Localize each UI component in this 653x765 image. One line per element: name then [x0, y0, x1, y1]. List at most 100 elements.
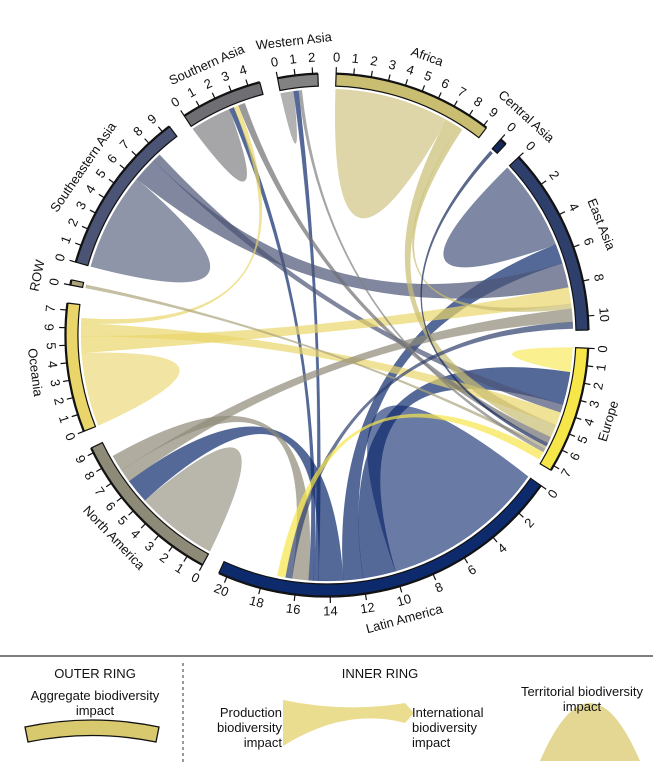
tick-label: 0 [62, 430, 79, 442]
region-arc [539, 346, 589, 471]
legend-shapes [0, 655, 653, 765]
tick-mark [105, 482, 113, 488]
tick-label: 0 [52, 252, 68, 263]
tick-mark [572, 244, 580, 248]
region-arc [276, 73, 319, 92]
tick-mark [364, 593, 367, 601]
axis-line [518, 156, 590, 331]
tick-mark [468, 109, 474, 117]
tick-mark [561, 449, 568, 454]
tick-mark [275, 71, 279, 79]
tick-mark [63, 283, 71, 286]
tick-mark [579, 399, 587, 403]
tick-label: 4 [237, 62, 248, 78]
tick-label: 0 [595, 345, 610, 353]
region-arc [75, 125, 178, 267]
tick-label: 0 [46, 277, 62, 287]
legend-label: Production biodiversity impact [216, 705, 282, 750]
tick-label: 2 [51, 396, 67, 407]
tick-label: 4 [405, 62, 416, 78]
tick-label: 3 [73, 199, 90, 212]
tick-mark [154, 534, 160, 541]
tick-mark [540, 484, 547, 490]
tick-mark [66, 396, 74, 400]
tick-mark [558, 211, 566, 216]
chord [85, 284, 547, 450]
axis-line [550, 348, 590, 471]
tick-label: 7 [117, 137, 133, 153]
tick-label: 16 [285, 601, 301, 618]
tick-mark [119, 164, 126, 170]
tick-mark [183, 555, 189, 562]
tick-label: 6 [581, 236, 598, 248]
tick-label: 3 [219, 68, 231, 85]
tick-mark [517, 152, 524, 158]
tick-mark [432, 573, 437, 581]
axis-line [90, 447, 203, 566]
tick-mark [168, 545, 174, 552]
tick-label: 0 [544, 487, 560, 502]
legend-heading: OUTER RING [54, 666, 136, 681]
chord [238, 102, 552, 444]
tick-mark [89, 209, 97, 214]
tick-label: 6 [439, 75, 452, 92]
tick-mark [399, 585, 403, 593]
region-label: ROW [26, 258, 47, 293]
tick-label: 0 [168, 94, 182, 111]
tick-mark [421, 85, 426, 93]
tick-mark [587, 314, 595, 317]
tick-label: 18 [248, 593, 266, 611]
tick-label: 8 [81, 469, 98, 483]
tick-label: 8 [433, 579, 446, 596]
tick-mark [404, 79, 409, 87]
region-arc [335, 73, 488, 139]
tick-label: 8 [591, 272, 607, 282]
chord [443, 167, 556, 268]
tick-label: 4 [128, 526, 144, 542]
tick-label: 14 [323, 603, 338, 618]
tick-label: 1 [58, 234, 75, 246]
chord [144, 447, 242, 552]
tick-mark [540, 180, 547, 186]
tick-label: 2 [546, 168, 562, 183]
tick-mark [198, 564, 204, 571]
axis-line [74, 125, 170, 263]
tick-label: 3 [142, 538, 157, 554]
tick-label: 1 [593, 363, 609, 372]
tick-label: 5 [44, 342, 59, 350]
tick-label: 2 [308, 50, 316, 65]
tick-label: 4 [566, 200, 583, 213]
tick-mark [128, 509, 135, 516]
tick-label: 2 [157, 550, 172, 566]
tick-label: 7 [455, 84, 469, 101]
tick-label: 5 [115, 513, 131, 528]
tick-mark [116, 496, 123, 502]
axis-line [64, 302, 85, 432]
legend-heading: INNER RING [341, 666, 419, 681]
region-arc [491, 138, 507, 155]
tick-label: 1 [56, 413, 72, 424]
tick-mark [517, 512, 524, 518]
tick-mark [568, 433, 576, 438]
tick-mark [552, 464, 560, 470]
tick-label: 9 [144, 111, 159, 127]
tick-label: 20 [212, 580, 231, 599]
tick-mark [96, 467, 103, 473]
tick-mark [98, 193, 106, 199]
tick-mark [453, 100, 458, 108]
tick-mark [60, 362, 68, 365]
chord [277, 413, 544, 578]
tick-label: 6 [104, 151, 120, 166]
tick-label: 2 [521, 515, 537, 531]
chord [285, 321, 574, 579]
tick-mark [482, 120, 489, 127]
tick-label: 1 [173, 560, 187, 577]
tick-label: 1 [288, 51, 297, 67]
tick-label: 5 [574, 433, 591, 445]
tick-label: 10 [596, 307, 612, 323]
region-arc [508, 156, 589, 331]
tick-mark [75, 242, 83, 247]
tick-mark [228, 85, 233, 93]
axis-line [336, 72, 488, 128]
